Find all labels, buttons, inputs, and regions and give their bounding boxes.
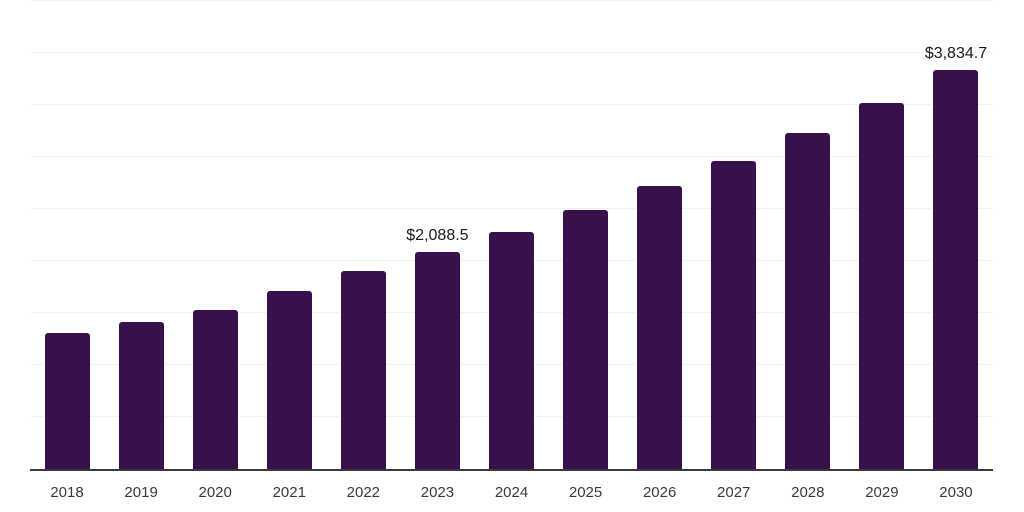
gridline-2500 [30, 208, 993, 209]
bar-2021 [266, 291, 312, 469]
bar-2025 [563, 210, 609, 469]
gridline-3000 [30, 156, 993, 157]
data-label-2030: $3,834.7 [924, 45, 988, 63]
gridline-3500 [30, 104, 993, 105]
x-tick-2024: 2024 [494, 484, 529, 501]
bar-2023 [414, 251, 460, 469]
x-tick-2020: 2020 [198, 484, 232, 501]
x-tick-2023: 2023 [420, 484, 455, 501]
bar-2026 [637, 186, 683, 469]
bar-2030 [933, 70, 979, 469]
gridline-4000 [30, 52, 993, 53]
bar-2018 [44, 332, 90, 469]
x-tick-2021: 2021 [272, 484, 306, 501]
bar-2024 [489, 231, 534, 469]
x-tick-2018: 2018 [50, 484, 84, 501]
x-tick-2019: 2019 [124, 484, 158, 501]
plot-area: $2,088.5 $3,834.7 [30, 0, 993, 471]
x-tick-2028: 2028 [791, 484, 825, 501]
x-tick-2029: 2029 [865, 484, 899, 501]
x-axis: 2018 2019 2020 2021 2022 2023 2024 2025 2026 2027… [30, 484, 993, 506]
x-tick-2026: 2026 [642, 484, 677, 501]
bar-2029 [859, 102, 905, 469]
bar-2022 [340, 270, 386, 469]
x-tick-2022: 2022 [346, 484, 381, 501]
bar-2028 [785, 133, 831, 469]
bar-2020 [192, 309, 238, 469]
data-label-2023: $2,088.5 [406, 226, 469, 244]
bar-2027 [711, 161, 757, 469]
x-tick-2030: 2030 [939, 484, 973, 501]
x-tick-2027: 2027 [717, 484, 751, 501]
gridline-4500 [30, 0, 993, 1]
bar-2019 [118, 321, 164, 469]
x-tick-2025: 2025 [568, 484, 603, 501]
